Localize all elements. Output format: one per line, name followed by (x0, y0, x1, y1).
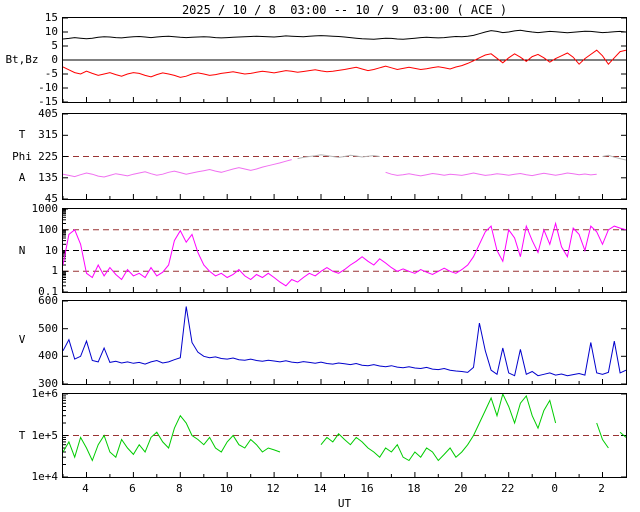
panel-label-btbz: Bt,Bz (5, 53, 39, 66)
panel-label-t: T (18, 128, 26, 142)
y-tick-label: 400 (38, 349, 58, 363)
y-tick-label: 300 (38, 377, 58, 390)
x-tick-label: 2 (598, 482, 605, 495)
series-v (63, 306, 626, 377)
y-tick-label: 0 (51, 53, 58, 66)
x-tick-label: 4 (82, 482, 89, 495)
y-tick-label: 45 (44, 192, 58, 205)
y-tick-label: 500 (38, 321, 58, 335)
y-tick-label: 5 (51, 39, 58, 52)
series-n (63, 221, 626, 287)
y-tick-label: 15 (44, 11, 58, 24)
y-tick-label: 600 (38, 294, 58, 307)
bt-bz-chart (63, 18, 626, 102)
series-bz (63, 49, 626, 78)
x-tick-label: 12 (266, 482, 280, 495)
y-tick-label: 1 (51, 264, 58, 278)
panel-label-v: V (18, 332, 26, 346)
x-tick-label: 18 (407, 482, 421, 495)
x-tick-label: 6 (129, 482, 136, 495)
phi-chart (63, 114, 626, 199)
y-tick-label: 135 (38, 170, 58, 184)
panel-label-a: A (18, 170, 26, 184)
v-chart (63, 301, 626, 384)
y-tick-label: -5 (44, 67, 58, 80)
panel-n (62, 208, 627, 293)
y-tick-label: 1e+5 (31, 428, 59, 442)
y-tick-label: 1e+4 (31, 470, 59, 483)
y-tick-label: 0.1 (38, 285, 58, 298)
panel-label-n: N (18, 243, 26, 257)
y-tick-label: 10 (44, 25, 58, 38)
series-t (63, 394, 626, 462)
series-phi (63, 159, 597, 178)
panel-bt-bz (62, 17, 627, 103)
x-tick-label: 8 (175, 482, 183, 495)
y-tick-label: 10 (44, 243, 58, 257)
y-tick-label: 100 (38, 222, 58, 236)
x-tick-label: 20 (454, 482, 468, 495)
y-tick-label: 315 (38, 128, 58, 142)
plot-title: 2025 / 10 / 8 03:00 -- 10 / 9 03:00 ( AC… (181, 3, 508, 17)
panel-label-phi: Phi (12, 149, 32, 163)
series-bt (63, 29, 626, 40)
x-tick-label: 22 (501, 482, 515, 495)
panel-phi (62, 113, 627, 200)
panel-v (62, 300, 627, 385)
x-tick-label: 16 (360, 482, 374, 495)
panel-label-t: T (18, 428, 26, 442)
y-tick-label: -10 (38, 81, 58, 94)
y-tick-label: 1e+6 (31, 387, 59, 400)
y-tick-label: 1000 (31, 202, 59, 215)
x-tick-label: 14 (313, 482, 327, 495)
y-tick-label: 225 (38, 149, 58, 163)
x-axis-title: UT (337, 497, 352, 510)
y-tick-label: -15 (38, 95, 58, 108)
panel-temp (62, 393, 627, 478)
series-phiquestionable (297, 154, 626, 161)
x-tick-label: 0 (551, 482, 558, 495)
n-chart (63, 209, 626, 292)
y-tick-label: 405 (38, 107, 58, 120)
temp-chart (63, 394, 626, 477)
x-tick-label: 10 (219, 482, 233, 495)
